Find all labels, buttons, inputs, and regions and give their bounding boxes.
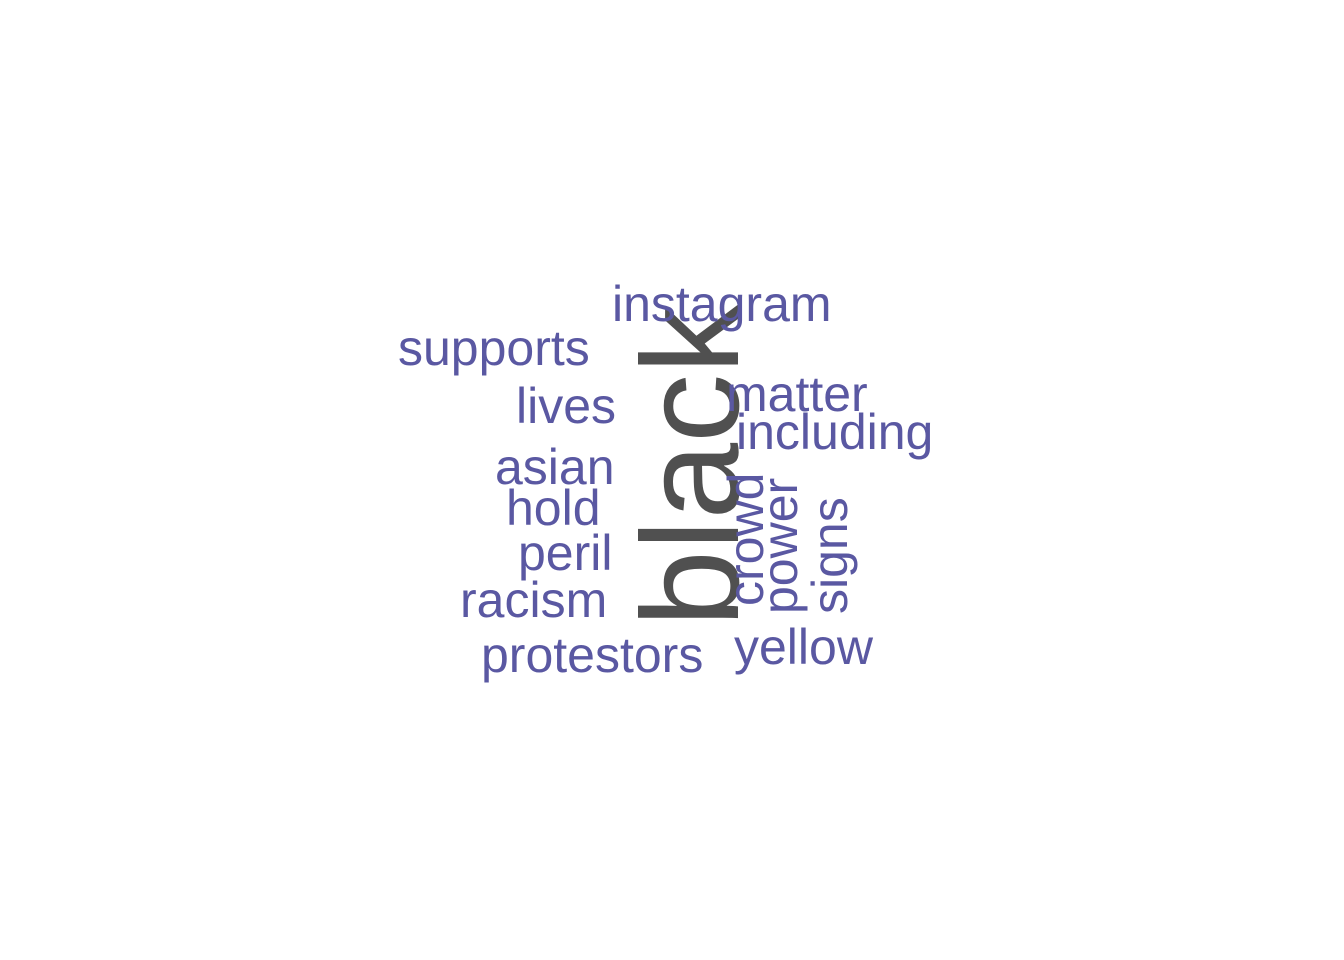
word-matter: matter xyxy=(726,366,868,422)
word-instagram: instagram xyxy=(612,276,832,332)
word-lives: lives xyxy=(516,378,617,434)
word-supports: supports xyxy=(398,320,590,376)
word-hold: hold xyxy=(506,480,601,536)
word-protestors: protestors xyxy=(481,627,704,683)
word-yellow: yellow xyxy=(734,619,873,675)
word-racism: racism xyxy=(460,572,608,628)
word-including: including xyxy=(736,404,934,460)
word-asian: asian xyxy=(495,439,615,495)
word-power: power xyxy=(752,477,808,614)
word-peril: peril xyxy=(518,525,613,581)
word-signs: signs xyxy=(802,497,858,614)
